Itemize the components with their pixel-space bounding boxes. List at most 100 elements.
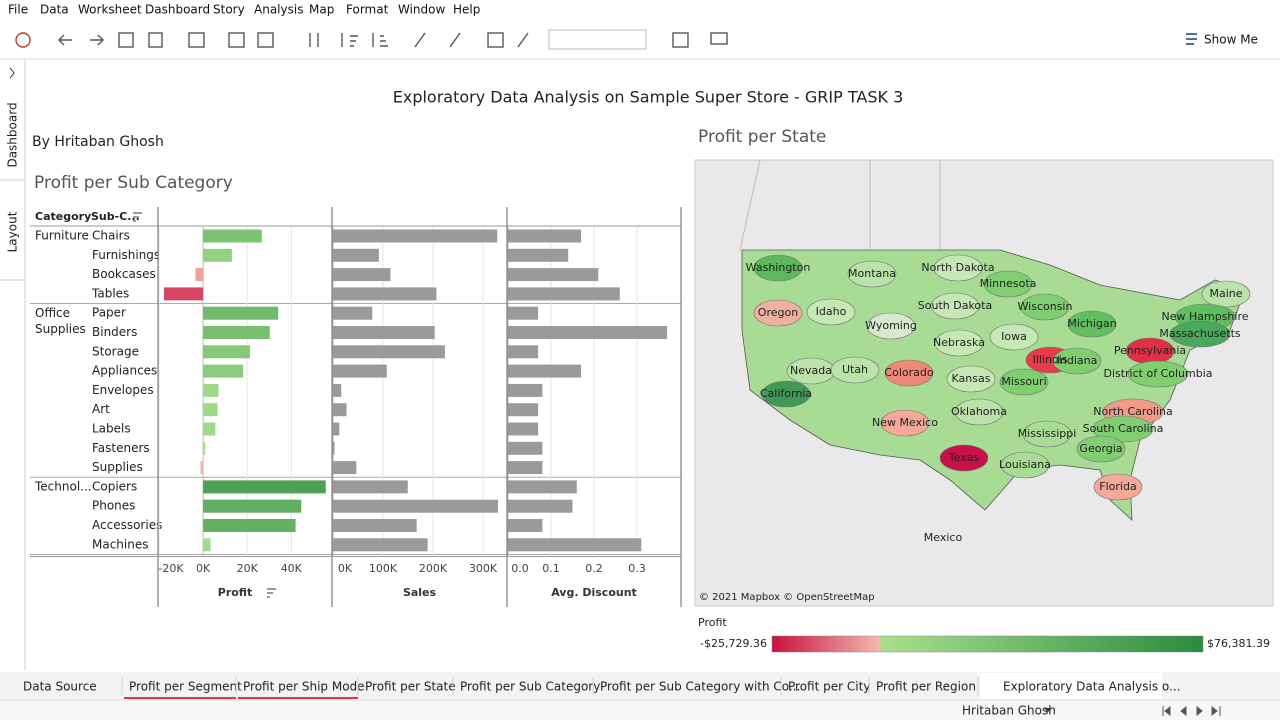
state-label: South Carolina: [1083, 422, 1164, 435]
bar: [333, 422, 340, 436]
state-shape[interactable]: [1052, 347, 1102, 375]
state-shape[interactable]: [880, 409, 930, 437]
state-shape[interactable]: [830, 356, 880, 384]
bar: [508, 287, 620, 301]
sub-category-label: Machines: [92, 537, 148, 551]
side-panel: [0, 60, 25, 670]
sheet-tab[interactable]: Data Source: [23, 680, 97, 694]
nav-buttons[interactable]: [1162, 705, 1221, 717]
show-me-button[interactable]: Show Me: [1204, 33, 1258, 47]
state-label: Utah: [842, 363, 868, 376]
state-shape[interactable]: [761, 380, 811, 408]
bar: [203, 538, 211, 552]
menu-item[interactable]: Story: [213, 3, 245, 17]
x-tick-label: -20K: [158, 562, 184, 575]
state-shape[interactable]: [989, 323, 1039, 351]
state-label: North Dakota: [921, 261, 994, 274]
bar: [203, 248, 232, 262]
bar: [333, 383, 342, 397]
state-label: Massachusetts: [1159, 327, 1241, 340]
user-dropdown[interactable]: [1044, 708, 1052, 712]
side-tab[interactable]: Dashboard: [6, 102, 20, 167]
state-shape[interactable]: [1201, 280, 1251, 308]
state-label: Pennsylvania: [1114, 344, 1186, 357]
sheet-tab[interactable]: Profit per Ship Mode: [243, 680, 365, 694]
state-shape[interactable]: [930, 292, 980, 320]
state-label: Minnesota: [980, 277, 1037, 290]
sort-icon[interactable]: [133, 212, 142, 222]
sub-category-label: Envelopes: [92, 383, 154, 397]
state-shape[interactable]: [946, 365, 996, 393]
sort-icon[interactable]: [267, 588, 276, 598]
state-shape[interactable]: [933, 254, 983, 282]
bar: [203, 345, 251, 359]
menu-item[interactable]: Dashboard: [145, 3, 210, 17]
x-tick-label: 200K: [419, 562, 448, 575]
state-shape[interactable]: [1127, 360, 1189, 388]
state-shape[interactable]: [939, 444, 989, 472]
bar: [203, 499, 302, 513]
sub-category-label: Furnishings: [92, 248, 160, 262]
menu-item[interactable]: Window: [398, 3, 446, 17]
state-shape[interactable]: [866, 312, 916, 340]
menu-item[interactable]: Data: [40, 3, 69, 17]
state-shape[interactable]: [847, 260, 897, 288]
sub-category-label: Binders: [92, 325, 137, 339]
axis-title: Profit: [218, 586, 252, 599]
bar: [508, 268, 599, 282]
x-tick-label: 0.1: [542, 562, 560, 575]
side-tab[interactable]: Layout: [6, 211, 20, 252]
state-label: Colorado: [884, 366, 933, 379]
sheet-tab[interactable]: Profit per Sub Category: [460, 680, 600, 694]
size-dropdown[interactable]: [548, 29, 647, 50]
sub-category-label: Storage: [92, 344, 139, 358]
state-shape[interactable]: [1093, 473, 1143, 501]
state-shape[interactable]: [1022, 420, 1072, 448]
state-label: Idaho: [816, 305, 847, 318]
menu-item[interactable]: Help: [453, 3, 480, 17]
state-shape[interactable]: [1020, 293, 1070, 321]
state-shape[interactable]: [934, 329, 984, 357]
user-name[interactable]: Hritaban Ghosh: [962, 704, 1056, 718]
bar: [508, 499, 573, 513]
expand-arrow[interactable]: [9, 67, 15, 79]
x-tick-label: 0K: [338, 562, 353, 575]
bar: [333, 461, 357, 475]
menu-item[interactable]: Analysis: [254, 3, 303, 17]
sheet-tab[interactable]: Profit per Sub Category with Co...: [600, 680, 800, 694]
state-shape[interactable]: [753, 254, 803, 282]
sheet-tab[interactable]: Profit per State: [365, 680, 456, 694]
sheet-tab[interactable]: Exploratory Data Analysis o...: [1003, 680, 1180, 694]
state-shape[interactable]: [1169, 320, 1231, 348]
state-shape[interactable]: [753, 299, 803, 327]
state-label: Maine: [1209, 287, 1242, 300]
state-label: Washington: [746, 261, 811, 274]
state-label: Louisiana: [999, 458, 1051, 471]
state-shape[interactable]: [884, 359, 934, 387]
state-label: Michigan: [1067, 317, 1116, 330]
state-shape[interactable]: [1092, 415, 1154, 443]
state-shape[interactable]: [1067, 310, 1117, 338]
x-tick-label: 0.2: [585, 562, 603, 575]
sheet-tab[interactable]: Profit per Segment: [129, 680, 242, 694]
state-shape[interactable]: [1076, 435, 1126, 463]
sub-category-label: Labels: [92, 422, 131, 436]
menu-item[interactable]: Worksheet: [78, 3, 142, 17]
sheet-tab[interactable]: Profit per City: [788, 680, 870, 694]
bar: [333, 248, 379, 262]
state-shape[interactable]: [999, 368, 1049, 396]
state-shape[interactable]: [1000, 451, 1050, 479]
state-shape[interactable]: [806, 298, 856, 326]
bar: [203, 441, 206, 455]
menu-item[interactable]: File: [8, 3, 28, 17]
menu-item[interactable]: Format: [346, 3, 389, 17]
sheet-tab[interactable]: Profit per Region: [876, 680, 976, 694]
menu-item[interactable]: Map: [309, 3, 334, 17]
bar: [203, 403, 218, 417]
dashboard-title: Exploratory Data Analysis on Sample Supe…: [393, 88, 904, 107]
bar: [333, 519, 417, 532]
state-shape[interactable]: [983, 270, 1033, 298]
sub-category-label: Chairs: [92, 229, 130, 243]
bar: [333, 345, 445, 359]
state-shape[interactable]: [954, 398, 1004, 426]
